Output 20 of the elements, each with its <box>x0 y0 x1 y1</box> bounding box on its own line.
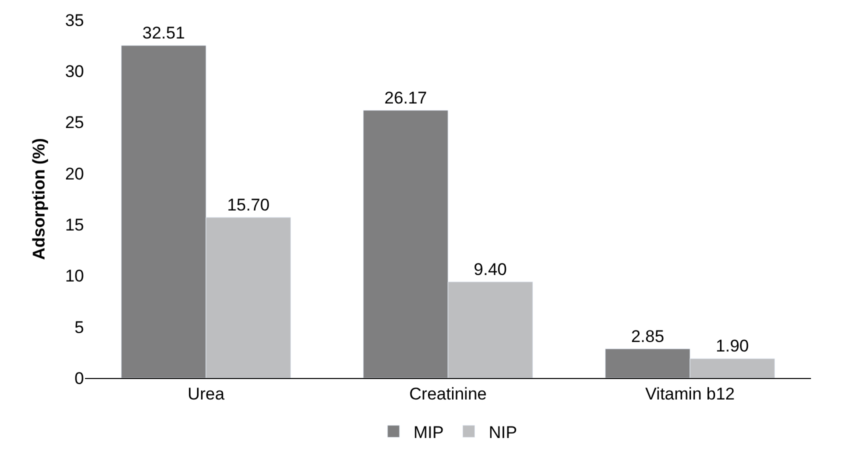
y-tick-label: 10 <box>65 266 84 286</box>
data-label: 2.85 <box>631 326 664 346</box>
y-tick-label: 15 <box>65 216 84 235</box>
data-label: 26.17 <box>384 88 427 108</box>
y-tick-label: 0 <box>74 368 84 388</box>
x-tick-label: Urea <box>188 384 225 404</box>
data-label: 32.51 <box>142 23 185 42</box>
x-tick-label: Creatinine <box>409 384 487 404</box>
data-label: 1.90 <box>716 336 749 356</box>
y-tick-label: 30 <box>65 62 84 82</box>
data-label: 9.40 <box>474 260 507 279</box>
data-label: 15.70 <box>227 195 270 214</box>
x-tick-label: Vitamin b12 <box>645 384 735 404</box>
y-tick-label: 5 <box>74 318 84 337</box>
legend-label: NIP <box>488 422 518 442</box>
y-tick-label: 25 <box>65 113 84 132</box>
y-axis-title: Adsorption (%) <box>30 138 49 260</box>
y-tick-label: 35 <box>65 10 84 30</box>
legend-label: MIP <box>414 422 444 442</box>
y-tick-label: 20 <box>65 164 84 184</box>
